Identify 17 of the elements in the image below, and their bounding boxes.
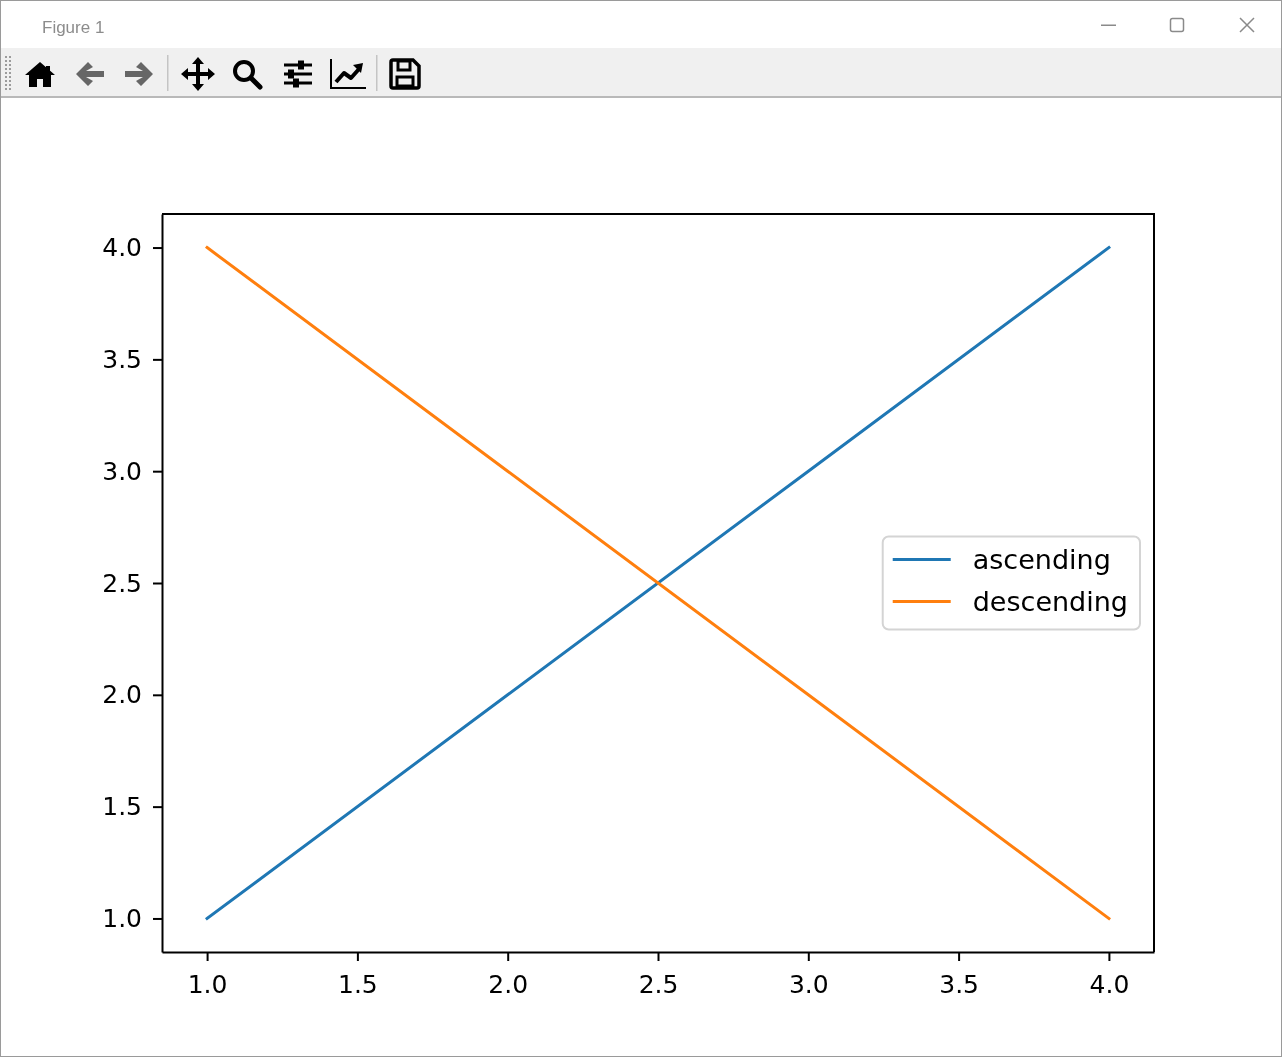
- x-tick-label: 4.0: [1089, 969, 1130, 999]
- x-tick-label: 1.5: [338, 969, 378, 999]
- legend-label: descending: [972, 585, 1128, 617]
- y-tick-label: 2.0: [102, 680, 142, 710]
- y-tick-label: 3.5: [102, 344, 142, 374]
- x-tick-label: 1.0: [187, 969, 228, 999]
- y-tick-label: 1.5: [102, 792, 142, 822]
- x-tick-label: 2.5: [638, 969, 679, 999]
- x-tick-label: 3.0: [788, 969, 829, 999]
- y-tick-label: 1.0: [102, 903, 142, 933]
- y-tick-label: 2.5: [102, 568, 142, 598]
- caption: Figure 1: [42, 18, 105, 37]
- legend-label: ascending: [972, 543, 1111, 575]
- y-tick-label: 4.0: [102, 233, 142, 263]
- y-tick-label: 3.0: [102, 456, 142, 486]
- x-tick-label: 3.5: [939, 969, 979, 999]
- x-tick-label: 2.0: [488, 969, 529, 999]
